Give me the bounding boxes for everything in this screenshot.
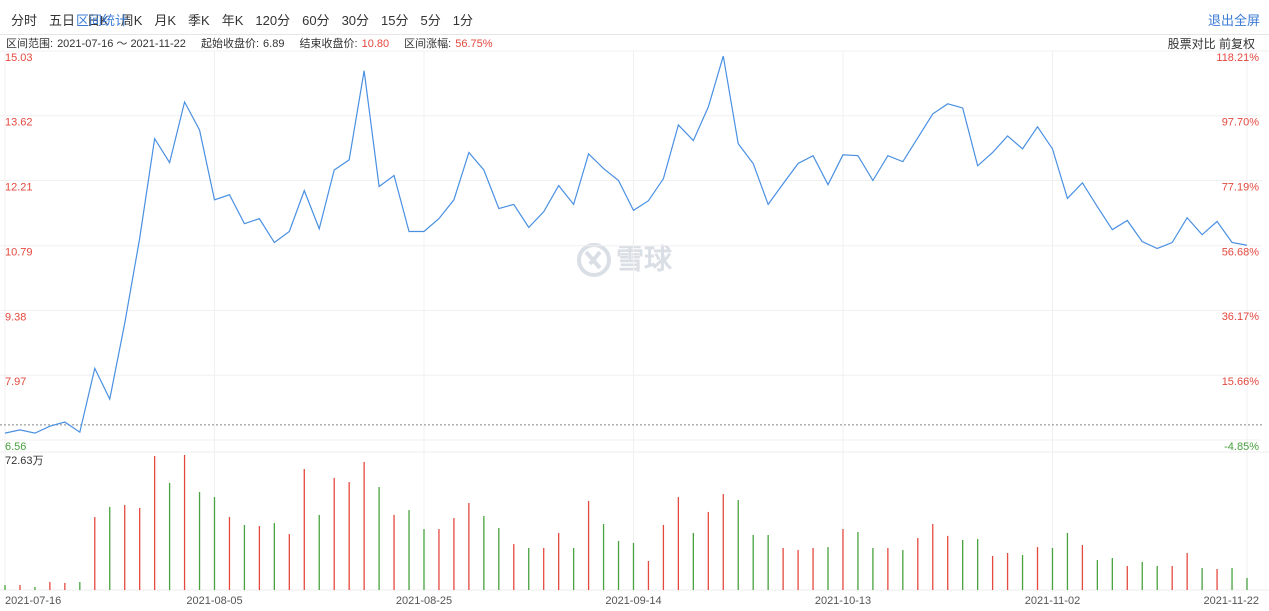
x-tick-label: 2021-08-25 [396,595,452,607]
y2-tick-label: 56.68% [1222,246,1260,258]
tab[interactable]: 1分 [452,13,473,28]
y2-tick-label: 36.17% [1222,311,1260,323]
x-tick-label: 2021-11-22 [1204,595,1259,607]
tab[interactable]: 月K [154,13,177,28]
tab[interactable]: 周K [120,13,143,28]
tab[interactable]: 年K [221,13,244,28]
tab[interactable]: 15分 [381,13,409,28]
y-tick-label: 15.03 [5,52,33,64]
y-tick-label: 7.97 [5,376,26,388]
y-tick-label: 6.56 [5,441,26,453]
label: 起始收盘价: [200,38,260,50]
y-tick-label: 13.62 [5,117,33,129]
y2-tick-label: 77.19% [1222,182,1260,194]
y2-tick-label: 97.70% [1222,117,1260,129]
summary: 区间范围: 2021-07-16 ～ 2021-11-22 起始收盘价: 6.89 … [6,35,497,51]
watermark-text: 雪球 [616,243,673,274]
tab[interactable]: 30分 [341,13,370,28]
tab[interactable]: 区间统计 [76,13,129,28]
price-line [4,55,1248,434]
value: 56.75% [455,38,493,50]
x-tick-label: 2021-07-16 [5,595,61,607]
label: 区间涨幅: [404,38,452,50]
tab[interactable]: 120分 [255,13,291,28]
tab[interactable]: 五日 [49,13,76,28]
x-tick-label: 2021-08-05 [186,595,242,607]
range: 2021-07-16 ～ 2021-11-22 [57,38,186,50]
label: 区间范围: [6,38,54,50]
y2-tick-label: 118.21% [1216,52,1259,64]
label: 结束收盘价: [299,38,358,50]
tab[interactable]: 季K [188,13,210,28]
logo [584,250,602,270]
y-tick-label: 9.38 [5,311,26,323]
value: 6.89 [263,38,285,50]
y2-tick-label: 15.66% [1222,376,1260,388]
watermark: 雪球 [577,243,673,277]
logo [577,243,611,277]
y-tick-label: 12.21 [5,181,33,193]
toolbar: 分时 五日 日K 周K 月K 季K 年K 120分 60分 30分 15分 5分 1分 区间统计 退出全屏 [0,0,1269,35]
y2-tick-label: -4.85% [1224,441,1259,453]
tab[interactable]: 5分 [420,13,441,28]
x-tick-label: 2021-11-02 [1025,595,1080,607]
value: 10.80 [361,38,390,50]
tab[interactable]: 退出全屏 [1207,13,1260,28]
tab[interactable]: 分时 [11,13,38,28]
x-tick-label: 2021-09-14 [605,595,661,607]
x-tick-label: 2021-10-13 [815,595,871,607]
options: 股票对比 前复权 [1168,35,1255,52]
tab[interactable]: 60分 [302,13,330,28]
option[interactable]: 股票对比 [1167,37,1216,51]
volume-tick-label: 72.63万 [5,455,44,467]
option[interactable]: 前复权 [1218,37,1255,51]
y-tick-label: 10.79 [5,247,33,259]
tab[interactable]: 日K [87,13,109,28]
